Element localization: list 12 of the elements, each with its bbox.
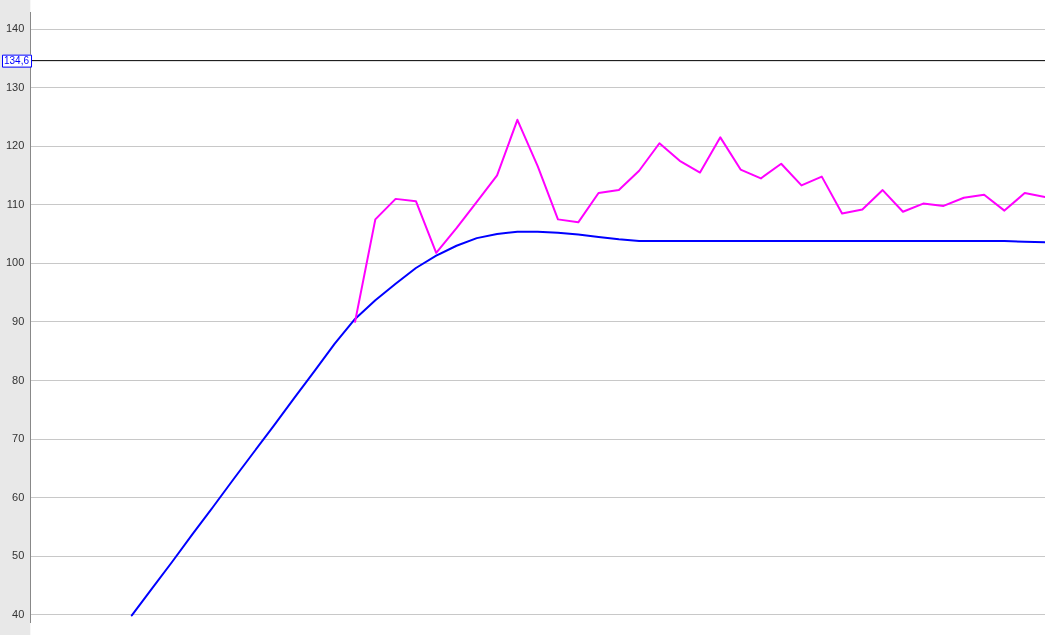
y-tick-label: 50 — [12, 549, 25, 562]
y-tick-label: 120 — [5, 139, 25, 152]
y-tick-label: 90 — [12, 314, 25, 327]
ref-line-label: 134,6 — [4, 55, 30, 67]
y-tick-label: 80 — [12, 373, 25, 386]
y-tick-label: 70 — [12, 432, 25, 445]
y-tick-label: 100 — [5, 256, 25, 269]
y-tick-label: 40 — [12, 607, 25, 620]
y-tick-label: 60 — [12, 490, 25, 503]
y-tick-label: 140 — [5, 22, 25, 35]
y-tick-label: 110 — [6, 197, 25, 210]
y-tick-label: 130 — [5, 80, 25, 93]
